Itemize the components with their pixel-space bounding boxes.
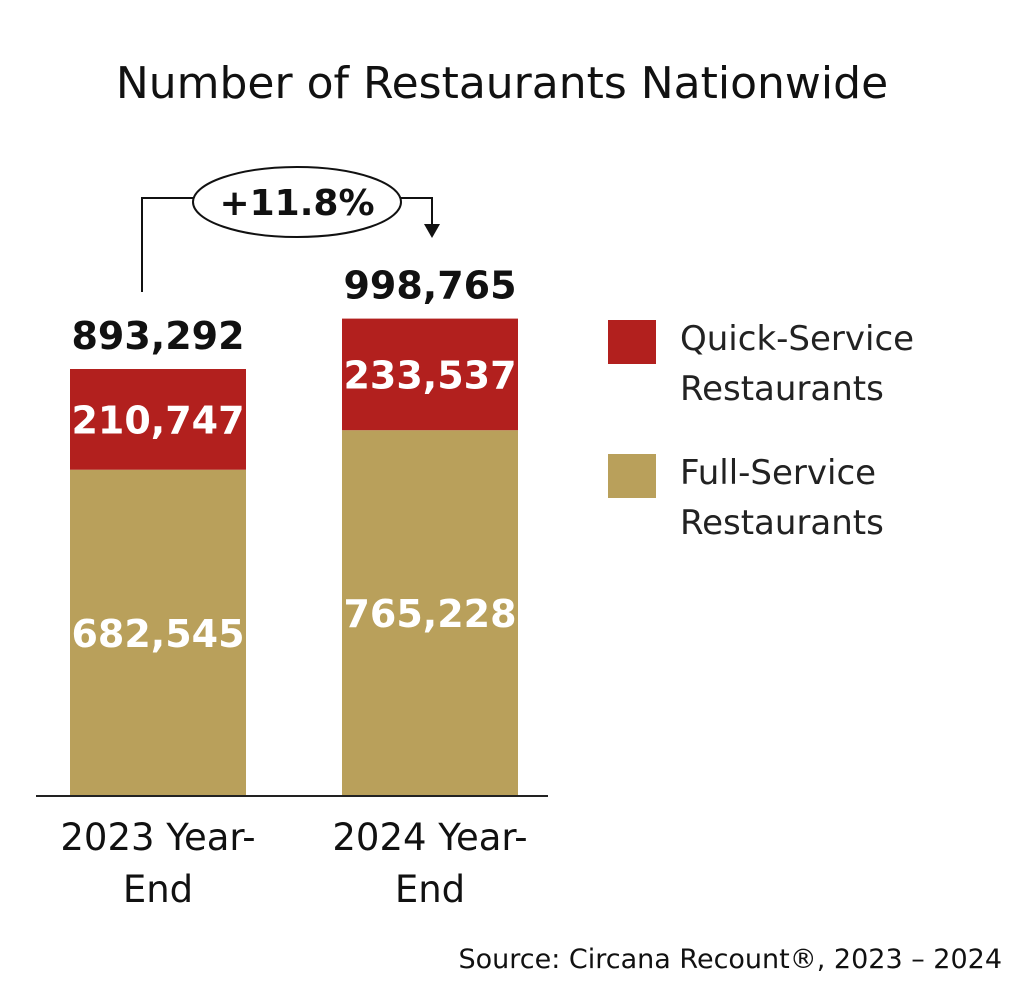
segment-value-label: 682,545: [71, 612, 244, 656]
legend-label: Restaurants: [680, 369, 884, 409]
category-label: 2023 Year-: [60, 816, 255, 859]
bar-total-label: 893,292: [71, 314, 244, 358]
bar-segment-quick-service-1: [342, 318, 518, 431]
category-label: End: [395, 868, 465, 911]
bar-segment-full-service-0: [70, 469, 246, 796]
legend-swatch-quick-service: [608, 320, 656, 364]
category-label: 2024 Year-: [332, 816, 527, 859]
legend-label: Quick-Service: [680, 319, 914, 359]
legend-swatch-full-service: [608, 454, 656, 498]
legend-label: Full-Service: [680, 453, 876, 493]
bar-segment-full-service-1: [342, 430, 518, 796]
bars-layer: 682,545 210,747 765,228 233,537: [70, 318, 518, 796]
growth-badge: [192, 166, 402, 238]
chart-title: Number of Restaurants Nationwide: [116, 58, 888, 109]
growth-label: +11.8%: [219, 183, 374, 224]
legend: Quick-Service Restaurants Full-Service Rest…: [608, 319, 914, 543]
segment-value-label: 210,747: [71, 398, 244, 442]
growth-arrow-head: [424, 224, 440, 238]
total-labels: 893,292 998,765: [71, 264, 516, 358]
growth-bracket-line: [141, 197, 433, 292]
bar-segment-quick-service-0: [70, 369, 246, 470]
bar-total-label: 998,765: [343, 264, 516, 308]
growth-annotation: +11.8%: [141, 166, 440, 292]
category-label: End: [123, 868, 193, 911]
legend-label: Restaurants: [680, 503, 884, 543]
category-labels: 2023 Year- End 2024 Year- End: [60, 816, 527, 911]
segment-value-label: 765,228: [343, 592, 516, 636]
source-note: Source: Circana Recount®, 2023 – 2024: [459, 944, 1003, 975]
segment-value-label: 233,537: [343, 353, 516, 397]
